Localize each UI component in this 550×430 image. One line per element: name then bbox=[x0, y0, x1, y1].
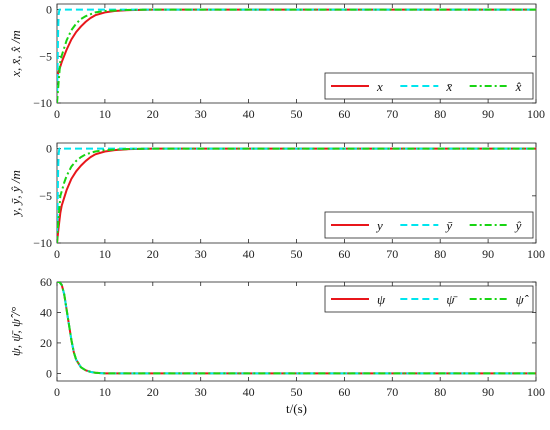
series-line-2 bbox=[57, 147, 536, 243]
x-tick-label: 20 bbox=[147, 247, 159, 261]
x-tick-label: 70 bbox=[386, 107, 398, 121]
x-tick-label: 80 bbox=[434, 385, 446, 399]
y-tick-label: 60 bbox=[40, 275, 52, 289]
legend-label: x̄ bbox=[445, 79, 452, 94]
x-tick-label: 90 bbox=[482, 385, 494, 399]
y-tick-label: −10 bbox=[33, 236, 52, 250]
x-tick-label: 10 bbox=[99, 385, 111, 399]
x-tick-label: 80 bbox=[434, 247, 446, 261]
x-tick-label: 0 bbox=[54, 385, 60, 399]
x-tick-label: 40 bbox=[243, 247, 255, 261]
subplot-2: 0 10 20 30 40 50 60 70 80 90 100 0 −5 −10 y, ȳ, ŷ /m y ȳ… bbox=[8, 142, 545, 261]
x-tick-label: 70 bbox=[386, 247, 398, 261]
series-line-1 bbox=[57, 147, 536, 243]
x-tick-label: 90 bbox=[482, 107, 494, 121]
y-tick-label: 0 bbox=[46, 3, 52, 17]
x-tick-label: 50 bbox=[291, 385, 303, 399]
x-tick-label: 30 bbox=[195, 107, 207, 121]
x-axis-label: t/(s) bbox=[286, 401, 307, 416]
legend: x x̄ x̂ bbox=[324, 72, 534, 100]
x-tick-label: 40 bbox=[243, 385, 255, 399]
y-tick-label: 40 bbox=[40, 305, 52, 319]
y-tick-label: −10 bbox=[33, 96, 52, 110]
y-tick-label: −5 bbox=[39, 189, 52, 203]
x-tick-label: 10 bbox=[99, 107, 111, 121]
x-tick-label: 40 bbox=[243, 107, 255, 121]
legend-label: ψ bbox=[377, 292, 386, 307]
x-tick-label: 20 bbox=[147, 385, 159, 399]
x-tick-label: 100 bbox=[527, 107, 545, 121]
x-tick-label: 50 bbox=[291, 247, 303, 261]
x-tick-label: 0 bbox=[54, 247, 60, 261]
x-tick-label: 0 bbox=[54, 107, 60, 121]
x-tick-label: 100 bbox=[527, 247, 545, 261]
y-tick-label: 0 bbox=[46, 366, 52, 380]
y-axis-label: x, x̄, x̂ /m bbox=[8, 30, 23, 78]
x-tick-label: 10 bbox=[99, 247, 111, 261]
y-axis-label: y, ȳ, ŷ /m bbox=[8, 170, 23, 218]
legend-label: ȳ bbox=[444, 218, 452, 233]
x-tick-label: 60 bbox=[338, 107, 350, 121]
y-tick-label: 20 bbox=[40, 336, 52, 350]
x-tick-label: 60 bbox=[338, 385, 350, 399]
legend-label: x̂ bbox=[515, 79, 522, 94]
x-tick-label: 100 bbox=[527, 385, 545, 399]
y-tick-label: −5 bbox=[39, 49, 52, 63]
x-tick-label: 30 bbox=[195, 247, 207, 261]
series-line-3 bbox=[57, 282, 536, 375]
series-line-3 bbox=[57, 8, 536, 103]
legend-label: ŷ bbox=[514, 218, 522, 233]
x-tick-label: 80 bbox=[434, 107, 446, 121]
x-tick-label: 30 bbox=[195, 385, 207, 399]
subplot-1: 0 10 20 30 40 50 60 70 80 90 100 0 −5 −10 x, x̄, x̂ /m… bbox=[8, 3, 545, 121]
series-line-2 bbox=[57, 8, 536, 103]
x-tick-label: 60 bbox=[338, 247, 350, 261]
y-tick-label: 0 bbox=[46, 142, 52, 156]
series-line-3 bbox=[57, 147, 536, 243]
legend-label: y bbox=[375, 218, 383, 233]
subplot-3: 0 10 20 30 40 50 60 70 80 90 100 60 40 20 0 ψ, ψ̄, ψ̂ /… bbox=[8, 275, 545, 416]
x-tick-label: 90 bbox=[482, 247, 494, 261]
x-tick-label: 70 bbox=[386, 385, 398, 399]
x-tick-label: 20 bbox=[147, 107, 159, 121]
legend-label: x bbox=[376, 79, 383, 94]
y-axis-label: ψ, ψ̄, ψ̂ /° bbox=[8, 307, 23, 356]
legend: ψ ψ̄ ψ̂ bbox=[324, 285, 534, 313]
x-tick-label: 50 bbox=[291, 107, 303, 121]
